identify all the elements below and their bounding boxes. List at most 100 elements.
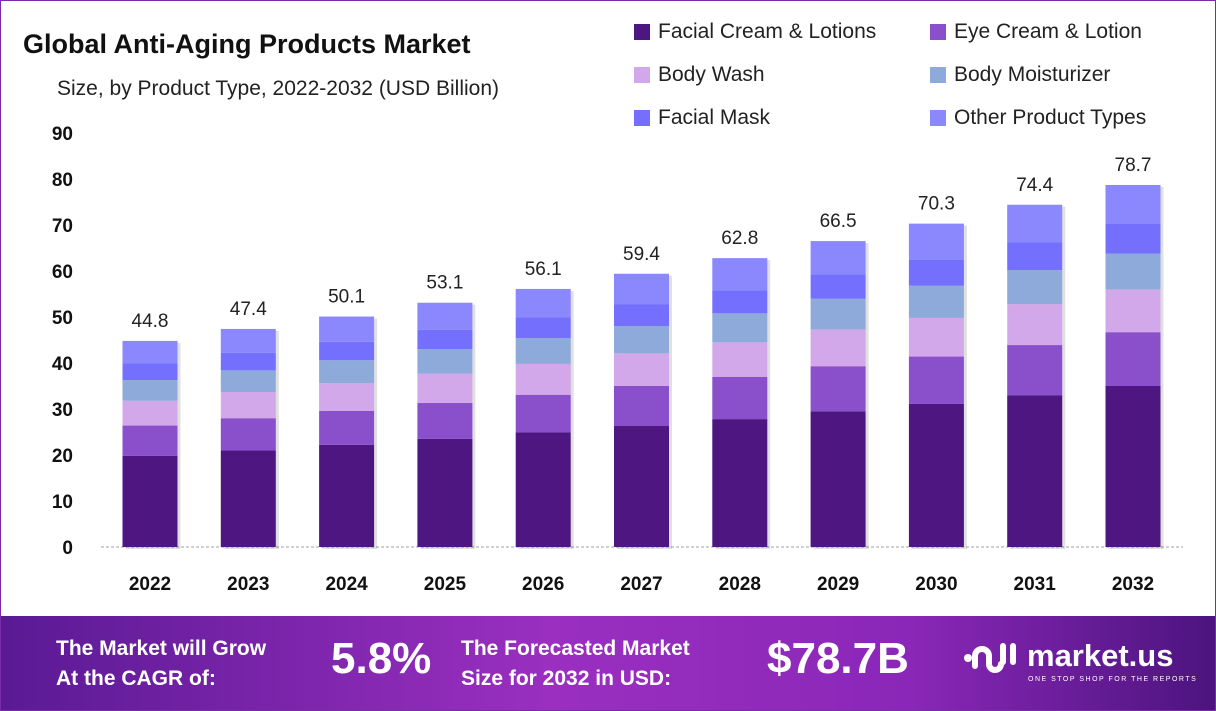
cagr-label: The Market will Grow At the CAGR of: [56, 634, 266, 694]
chart-title: Global Anti-Aging Products Market [23, 29, 471, 59]
bar-segment-facial-mask [515, 317, 571, 339]
total-data-label: 44.8 [132, 311, 169, 332]
brand-tagline: ONE STOP SHOP FOR THE REPORTS [1028, 676, 1198, 683]
total-data-label: 66.5 [820, 211, 857, 232]
y-tick-label: 60 [52, 262, 73, 283]
bar-segment-other-product-types [810, 241, 866, 275]
bar-segment-body-moisturizer [122, 380, 178, 401]
legend-label: Facial Mask [658, 105, 771, 129]
x-tick-label: 2029 [817, 574, 859, 595]
cagr-label-line2: At the CAGR of: [56, 667, 216, 690]
brand-logo: market.us [963, 638, 1173, 674]
bar-segment-facial-mask [712, 290, 768, 314]
legend-label: Other Product Types [954, 105, 1147, 129]
bar-segment-eye-cream-lotion [810, 366, 866, 412]
x-tick-label: 2027 [620, 574, 662, 595]
legend-swatch [634, 66, 650, 83]
bar-segment-other-product-types [220, 328, 276, 353]
bar-segment-eye-cream-lotion [319, 410, 375, 445]
y-tick-label: 20 [52, 446, 73, 467]
y-tick-label: 10 [52, 492, 73, 513]
bar-segment-body-wash [417, 373, 473, 404]
legend-swatch [930, 109, 946, 126]
bar-segment-body-wash [220, 391, 276, 419]
y-tick-label: 70 [52, 216, 73, 237]
total-data-label: 50.1 [328, 287, 365, 308]
bar-segment-eye-cream-lotion [417, 403, 473, 439]
stacked-bar-chart: 010203040506070809044.8202247.4202350.12… [52, 124, 1183, 595]
bar-segment-eye-cream-lotion [712, 376, 768, 420]
legend-swatch [634, 23, 650, 40]
total-data-label: 53.1 [426, 273, 463, 294]
bar-segment-body-moisturizer [220, 370, 276, 392]
legend-item: Facial Mask [634, 103, 930, 132]
bar-segment-facial-mask [220, 352, 276, 371]
bar-segment-other-product-types [712, 258, 768, 291]
bar-segment-body-wash [515, 363, 571, 395]
total-data-label: 74.4 [1016, 175, 1053, 196]
x-tick-label: 2032 [1112, 574, 1154, 595]
legend-item: Eye Cream & Lotion [930, 17, 1204, 46]
bar-segment-facial-cream-lotions [810, 411, 866, 547]
x-tick-label: 2022 [129, 574, 171, 595]
bar-segment-facial-cream-lotions [122, 455, 178, 547]
bar-segment-facial-cream-lotions [220, 450, 276, 547]
legend-swatch [930, 66, 946, 83]
bar-segment-body-moisturizer [1007, 270, 1063, 305]
brand-name: market.us [1027, 638, 1174, 673]
bar-segment-body-wash [122, 400, 178, 426]
bar-segment-body-wash [1007, 304, 1063, 346]
bar-segment-facial-cream-lotions [417, 438, 473, 547]
bar-segment-other-product-types [1105, 184, 1161, 224]
bar-segment-eye-cream-lotion [1105, 332, 1161, 386]
bar-segment-eye-cream-lotion [908, 356, 964, 404]
x-tick-label: 2030 [915, 574, 957, 595]
y-tick-label: 50 [52, 308, 73, 329]
total-data-label: 56.1 [525, 259, 562, 280]
bar-segment-eye-cream-lotion [614, 386, 669, 427]
bar-segment-facial-mask [319, 341, 375, 361]
bar-segment-facial-mask [1105, 223, 1161, 254]
y-tick-label: 90 [52, 124, 73, 145]
x-tick-label: 2024 [325, 574, 368, 595]
bar-segment-facial-cream-lotions [908, 403, 964, 547]
forecast-label: The Forecasted Market Size for 2032 in US… [461, 634, 690, 694]
bar-segment-facial-cream-lotions [712, 419, 768, 547]
x-tick-label: 2025 [424, 574, 467, 595]
x-tick-label: 2031 [1014, 574, 1057, 595]
bar-segment-body-moisturizer [417, 349, 473, 374]
bar-segment-facial-cream-lotions [319, 444, 375, 547]
bar-segment-body-wash [614, 353, 669, 386]
bar-segment-other-product-types [1007, 204, 1063, 243]
bar-segment-facial-cream-lotions [1105, 386, 1161, 547]
y-tick-label: 0 [62, 538, 73, 559]
y-tick-label: 80 [52, 170, 73, 191]
bar-segment-other-product-types [319, 316, 375, 342]
legend: Facial Cream & Lotions Eye Cream & Lotion… [634, 17, 1204, 132]
legend-item: Body Moisturizer [930, 60, 1204, 89]
bar-segment-eye-cream-lotion [515, 394, 571, 433]
bar-segment-eye-cream-lotion [122, 425, 178, 456]
bar-segment-facial-mask [122, 363, 178, 381]
cagr-label-line1: The Market will Grow [56, 637, 267, 660]
bar-segment-body-moisturizer [614, 326, 669, 354]
bar-segment-facial-cream-lotions [614, 426, 669, 547]
bar-segment-other-product-types [614, 273, 669, 305]
forecast-label-line2: Size for 2032 in USD: [461, 667, 672, 690]
total-data-label: 70.3 [918, 194, 955, 215]
bar-segment-facial-mask [908, 259, 964, 286]
bar-segment-body-moisturizer [515, 338, 571, 364]
bar-segment-facial-mask [417, 329, 473, 350]
total-data-label: 59.4 [623, 244, 660, 265]
x-tick-label: 2023 [227, 574, 269, 595]
bar-segment-body-moisturizer [319, 360, 375, 384]
bar-segment-eye-cream-lotion [1007, 345, 1063, 396]
y-tick-label: 30 [52, 400, 73, 421]
x-tick-label: 2028 [719, 574, 761, 595]
bar-segment-body-moisturizer [712, 313, 768, 343]
bar-segment-facial-cream-lotions [515, 432, 571, 547]
chart-subtitle: Size, by Product Type, 2022-2032 (USD Bi… [57, 77, 500, 100]
bar-segment-eye-cream-lotion [220, 418, 276, 451]
legend-item: Facial Cream & Lotions [634, 17, 930, 46]
